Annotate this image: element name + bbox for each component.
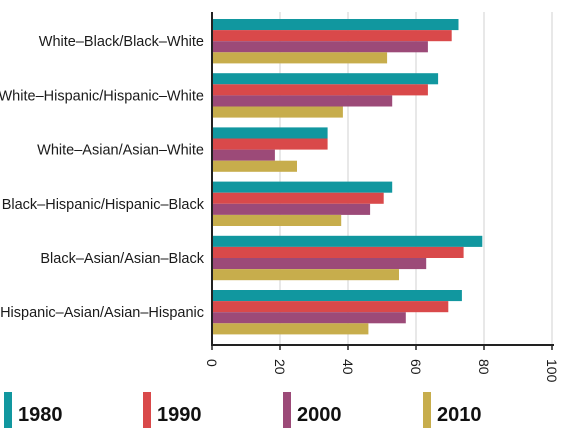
bar-2010-3 xyxy=(212,214,342,226)
bar-2010-5 xyxy=(212,323,369,335)
legend-swatch-2000 xyxy=(283,392,291,428)
category-label: White–Black/Black–White xyxy=(39,34,204,50)
legend-label-1980: 1980 xyxy=(18,404,63,426)
bar-2010-1 xyxy=(212,106,343,118)
category-label: White–Hispanic/Hispanic–White xyxy=(0,88,204,104)
bar-1990-3 xyxy=(212,192,384,204)
category-label: Black–Hispanic/Hispanic–Black xyxy=(2,197,205,213)
bars xyxy=(212,19,483,335)
category-labels: White–Black/Black–White White–Hispanic/Hi… xyxy=(0,34,205,321)
bar-2000-2 xyxy=(212,149,275,161)
x-tick-label-20: 20 xyxy=(272,359,288,375)
bar-1980-5 xyxy=(212,290,462,302)
bar-2000-4 xyxy=(212,258,427,270)
x-tick-label-40: 40 xyxy=(340,359,356,375)
category-label: Black–Asian/Asian–Black xyxy=(40,251,204,267)
bar-1980-0 xyxy=(212,19,459,31)
category-label: White–Asian/Asian–White xyxy=(37,143,204,159)
bar-1980-4 xyxy=(212,235,483,247)
legend-label-1990: 1990 xyxy=(157,404,202,426)
x-tick-label-0: 0 xyxy=(204,359,220,367)
bar-1990-5 xyxy=(212,301,449,313)
bar-1980-1 xyxy=(212,73,439,85)
x-tick-label-80: 80 xyxy=(476,359,492,375)
legend-label-2000: 2000 xyxy=(297,404,342,426)
legend: 1980 1990 2000 2010 xyxy=(4,392,482,428)
bar-1990-0 xyxy=(212,30,452,42)
bar-2000-1 xyxy=(212,95,393,107)
legend-swatch-1980 xyxy=(4,392,12,428)
x-tick-labels: 0 20 40 60 80 100 xyxy=(204,359,560,383)
bar-1990-1 xyxy=(212,84,428,96)
bar-1990-2 xyxy=(212,138,328,150)
bar-2010-4 xyxy=(212,269,399,281)
bar-2000-5 xyxy=(212,312,406,324)
bar-1980-3 xyxy=(212,181,393,193)
legend-swatch-2010 xyxy=(423,392,431,428)
x-tick-label-60: 60 xyxy=(408,359,424,375)
x-tick-label-100: 100 xyxy=(544,359,560,383)
legend-swatch-1990 xyxy=(143,392,151,428)
category-label: Hispanic–Asian/Asian–Hispanic xyxy=(0,305,204,321)
bar-2000-3 xyxy=(212,203,371,215)
bar-2000-0 xyxy=(212,41,428,53)
bar-1980-2 xyxy=(212,127,328,139)
bar-2010-2 xyxy=(212,160,297,172)
bar-2010-0 xyxy=(212,52,388,64)
axes xyxy=(211,12,554,350)
grid-lines xyxy=(279,12,553,345)
legend-label-2010: 2010 xyxy=(437,404,482,426)
bar-1990-4 xyxy=(212,246,464,258)
